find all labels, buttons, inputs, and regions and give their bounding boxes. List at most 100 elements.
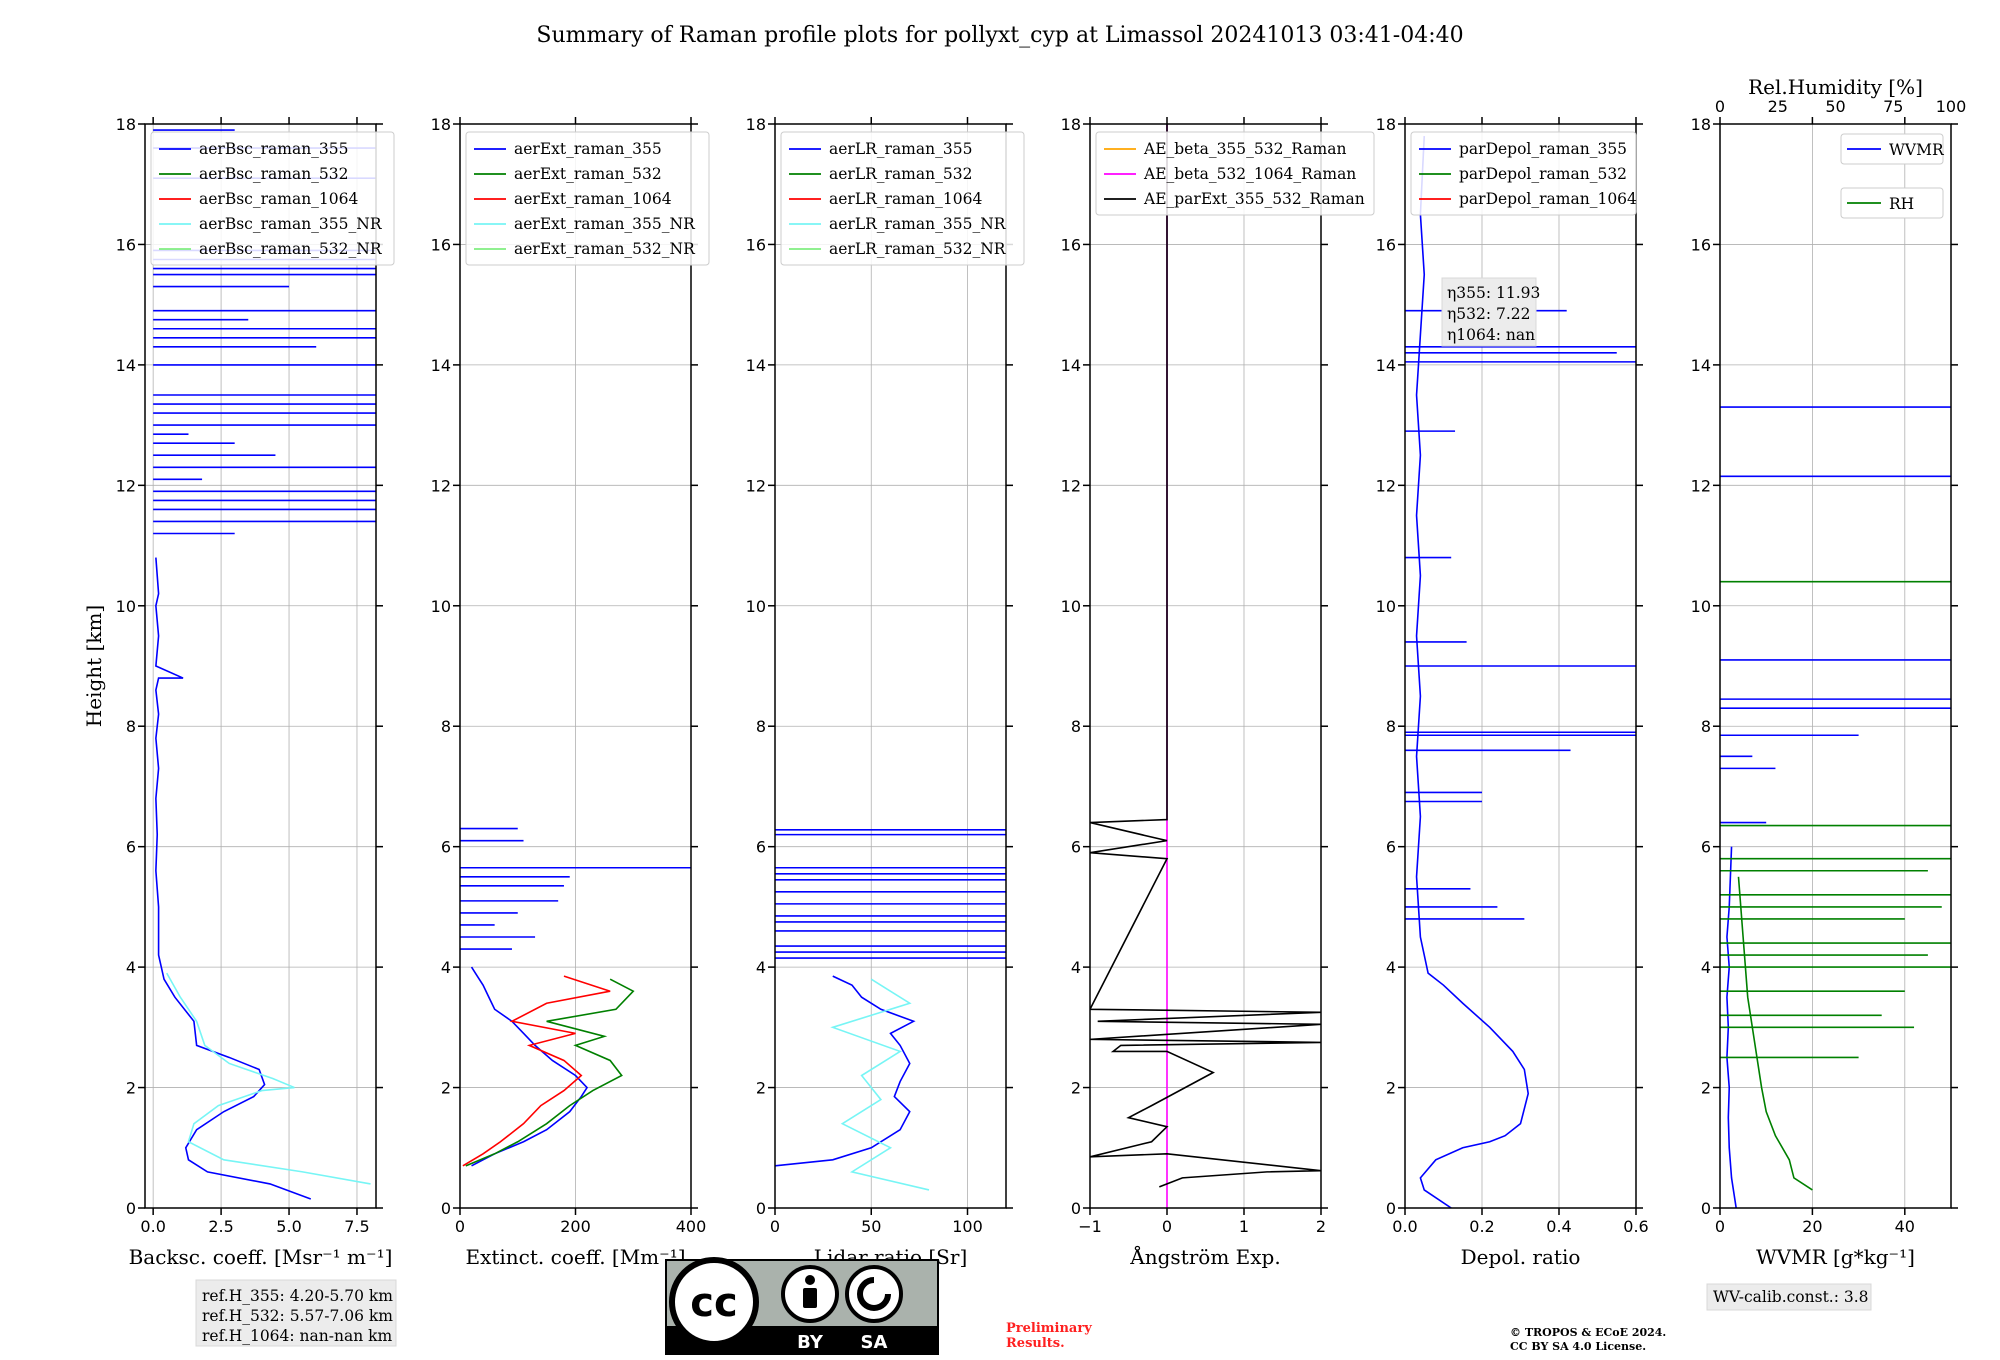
ytick-label: 14 [1691,356,1711,375]
ytick-label: 14 [1061,356,1081,375]
legend-entry: aerLR_raman_355_NR [829,215,1007,233]
ytick-label: 12 [1691,476,1711,495]
plot-area [153,129,376,1200]
xtick-label: 7.5 [344,1217,369,1236]
series-line-WVMR [1726,846,1737,1208]
legend-box [1840,187,1944,219]
ytick-label: 8 [1386,717,1396,736]
ytick-label: 16 [746,235,766,254]
legend-box [1410,131,1637,216]
ytick-label: 0 [126,1199,136,1218]
legend-entry: aerBsc_raman_355_NR [199,215,383,233]
ytick-label: 0 [1071,1199,1081,1218]
eta-box: η355: 11.93 η532: 7.22 η1064: nan [1441,277,1540,347]
ytick-label: 2 [441,1079,451,1098]
series-line-aerExt_raman_1064 [462,975,611,1167]
xtick-label: 100 [952,1217,983,1236]
ytick-label: 18 [431,115,451,134]
ytick-label: 2 [1071,1079,1081,1098]
top-tick-label: 50 [1825,97,1845,116]
ytick-label: 18 [1376,115,1396,134]
panel-ext: 0 2 4 6 8 10 12 14 16 18 0 200 400 Extinct. coeff. [M… [431,115,710,1269]
copyright-line-2: CC BY SA 4.0 License. [1510,1340,1646,1353]
ytick-label: 0 [1701,1199,1711,1218]
legend-entry: AE_beta_532_1064_Raman [1143,165,1356,183]
ytick-label: 10 [1691,597,1711,616]
copyright-line-1: © TROPOS & ECoE 2024. [1510,1326,1666,1339]
ytick-label: 14 [116,356,136,375]
series-line-RH [1737,876,1813,1191]
legend-entry: parDepol_raman_355 [1459,140,1627,158]
plot-area [1720,406,1951,1208]
legend-box [150,131,395,266]
series-line-aerExt_raman_532 [465,978,635,1167]
legend-entry: parDepol_raman_532 [1459,165,1627,183]
x-axis-label: Extinct. coeff. [Mm⁻¹] [465,1245,685,1269]
sa-label: SA [861,1332,888,1353]
legend-box [780,131,1025,266]
ytick-label: 8 [126,717,136,736]
legend-box [1095,131,1375,216]
axes-frame [1089,123,1322,1209]
top-tick-label: 25 [1768,97,1788,116]
xtick-label: 0.0 [1392,1217,1417,1236]
top-tick-label: 100 [1936,97,1967,116]
xtick-label: 40 [1895,1217,1915,1236]
ytick-label: 12 [431,476,451,495]
legend-entry: aerExt_raman_355_NR [514,215,696,233]
legend-entry: RH [1889,195,1914,213]
axes-frame [459,123,692,1209]
xtick-label: 0.2 [1469,1217,1494,1236]
preliminary-label: Preliminary [1006,1321,1092,1336]
ytick-label: 0 [756,1199,766,1218]
x-axis-label: Ångström Exp. [1129,1244,1280,1269]
ytick-label: 6 [1071,838,1081,857]
xtick-label: 0.4 [1546,1217,1571,1236]
legend-entry: aerLR_raman_1064 [829,190,982,208]
ytick-label: 4 [1701,958,1711,977]
ytick-label: 12 [116,476,136,495]
xtick-label: 2 [1316,1217,1326,1236]
ref-h-1064: ref.H_1064: nan-nan km [202,1327,393,1345]
ytick-label: 10 [1376,597,1396,616]
top-axis-label: Rel.Humidity [%] [1748,75,1923,99]
ytick-label: 4 [1386,958,1396,977]
xtick-label: 200 [560,1217,591,1236]
plot-area [1405,136,1636,1208]
ytick-label: 10 [431,597,451,616]
xtick-label: 0 [1715,1217,1725,1236]
series-line-aerExt_raman_355 [470,966,589,1167]
ytick-label: 2 [126,1079,136,1098]
ytick-label: 4 [1071,958,1081,977]
legend-entry: AE_beta_355_532_Raman [1143,140,1346,158]
ytick-label: 8 [441,717,451,736]
ytick-label: 12 [746,476,766,495]
legend-entry: aerLR_raman_355 [829,140,972,158]
x-axis-label: Depol. ratio [1461,1245,1581,1269]
ytick-label: 16 [1376,235,1396,254]
plot-area [775,829,1006,1191]
ytick-label: 2 [756,1079,766,1098]
legend-entry: aerLR_raman_532 [829,165,972,183]
ytick-label: 18 [746,115,766,134]
cc-logo-icon [669,1257,759,1347]
wv-calib-text: WV-calib.const.: 3.8 [1713,1288,1869,1306]
panel-bsc: 0 2 4 6 8 10 12 14 16 18 0.0 2.5 5.0 7.5 Backsc. coeff… [82,115,395,1269]
ref-h-355: ref.H_355: 4.20-5.70 km [202,1287,393,1305]
xtick-label: 0 [770,1217,780,1236]
series-line-aerLR_raman_355 [775,975,916,1167]
wv-calib-box: WV-calib.const.: 3.8 [1706,1283,1872,1311]
ytick-label: 12 [1061,476,1081,495]
ytick-label: 8 [1071,717,1081,736]
ref-height-box: ref.H_355: 4.20-5.70 km ref.H_532: 5.57-… [195,1279,397,1347]
eta-1064: η1064: nan [1447,326,1535,344]
legend-entry: aerExt_raman_532 [514,165,662,183]
ytick-label: 0 [1386,1199,1396,1218]
legend-entry: aerBsc_raman_1064 [199,190,359,208]
eta-532: η532: 7.22 [1447,305,1531,323]
xtick-label: 5.0 [276,1217,301,1236]
legend-entry: WVMR [1889,141,1945,159]
